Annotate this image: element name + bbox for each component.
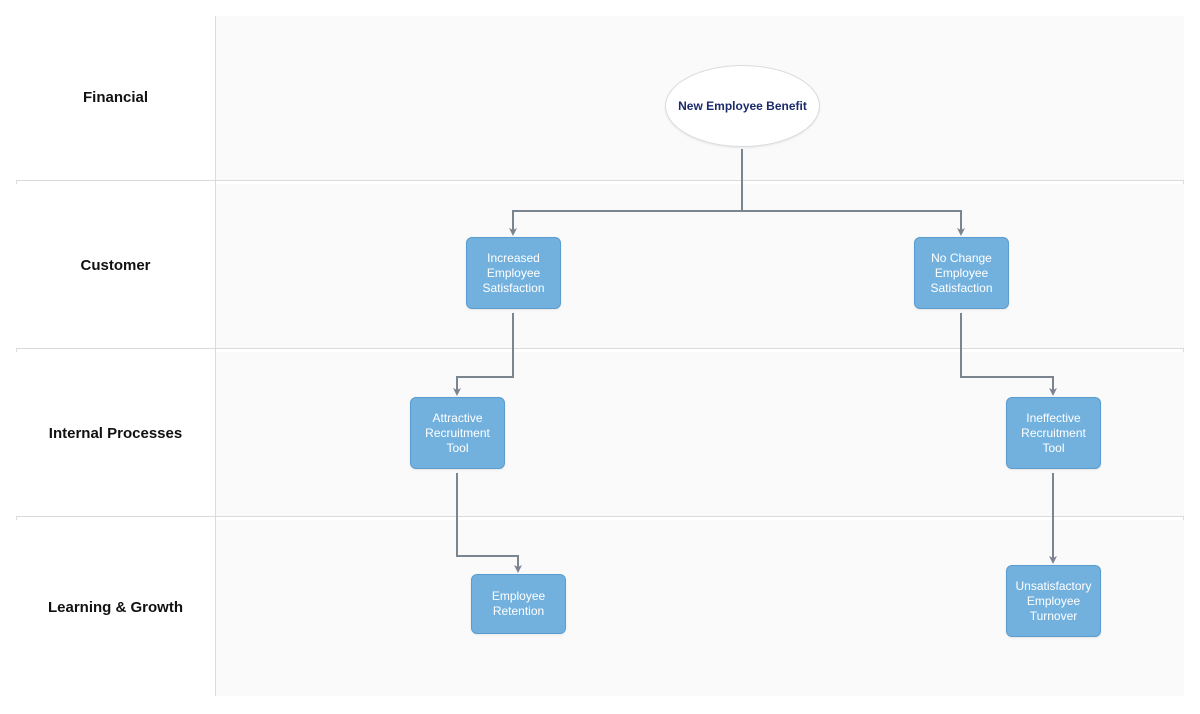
- row-label-financial: Financial: [16, 16, 215, 180]
- row-divider: [16, 180, 1184, 181]
- node-attractive: Attractive Recruitment Tool: [410, 397, 505, 469]
- row-label-learning: Learning & Growth: [16, 520, 215, 696]
- row-label-customer: Customer: [16, 184, 215, 348]
- row-divider: [16, 348, 1184, 349]
- column-divider: [215, 16, 216, 696]
- node-no_change: No Change Employee Satisfaction: [914, 237, 1009, 309]
- node-ineffective: Ineffective Recruitment Tool: [1006, 397, 1101, 469]
- row-divider: [16, 516, 1184, 517]
- node-retention: Employee Retention: [471, 574, 566, 634]
- row-bg-customer: [215, 184, 1184, 348]
- node-inc_sat: Increased Employee Satisfaction: [466, 237, 561, 309]
- node-root: New Employee Benefit: [665, 65, 820, 147]
- node-turnover: Unsatisfactory Employee Turnover: [1006, 565, 1101, 637]
- row-label-internal: Internal Processes: [16, 352, 215, 516]
- diagram-frame: FinancialCustomerInternal ProcessesLearn…: [0, 0, 1200, 714]
